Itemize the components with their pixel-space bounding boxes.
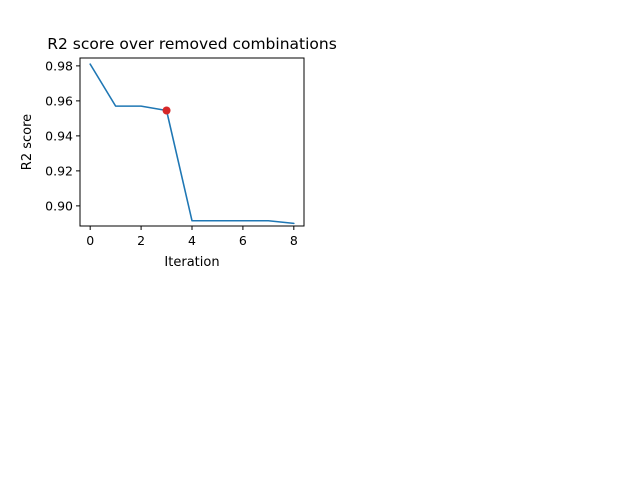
y-tick-label: 0.96 bbox=[45, 93, 73, 108]
y-axis: 0.90 0.92 0.94 0.96 0.98 bbox=[45, 58, 80, 213]
x-tick-label: 4 bbox=[188, 233, 196, 248]
x-tick-label: 0 bbox=[86, 233, 94, 248]
x-axis-label: Iteration bbox=[164, 255, 219, 270]
highlight-point bbox=[162, 106, 171, 115]
series-line-0 bbox=[89, 63, 295, 225]
y-tick-label: 0.98 bbox=[45, 58, 73, 73]
x-tick-label: 2 bbox=[137, 233, 145, 248]
y-tick-label: 0.94 bbox=[45, 128, 73, 143]
y-tick-label: 0.90 bbox=[45, 198, 73, 213]
x-axis: 0 2 4 6 8 bbox=[86, 226, 298, 248]
plot-area bbox=[89, 63, 295, 225]
y-tick-label: 0.92 bbox=[45, 163, 73, 178]
y-axis-label: R2 score bbox=[20, 114, 35, 170]
chart-title: R2 score over removed combinations bbox=[47, 35, 337, 53]
x-tick-label: 8 bbox=[290, 233, 298, 248]
x-tick-label: 6 bbox=[239, 233, 247, 248]
axes-frame bbox=[79, 57, 305, 227]
